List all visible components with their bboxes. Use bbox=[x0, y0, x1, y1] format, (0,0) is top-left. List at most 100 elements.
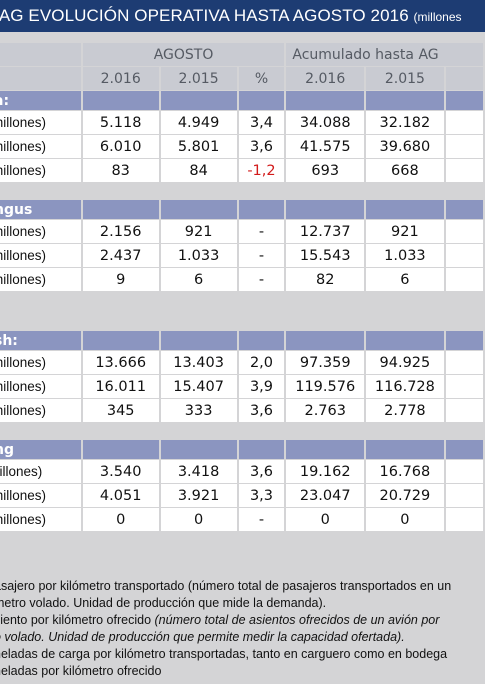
footnotes: asajero por kilómetro transportado (núme… bbox=[0, 578, 485, 680]
footnote-line: asajero por kilómetro transportado (núme… bbox=[0, 579, 452, 593]
cell-cut bbox=[445, 268, 483, 291]
header-year-row: 2.016 2.015 % 2.016 2.015 bbox=[0, 67, 483, 90]
table-row: millones) 83 84 -1,2 693 668 bbox=[0, 159, 483, 182]
table-row: millones) 2.437 1.033 - 15.543 1.033 bbox=[0, 244, 483, 267]
cell-cut bbox=[445, 484, 483, 507]
section-label: ng bbox=[0, 440, 81, 459]
col-header: % bbox=[238, 67, 285, 90]
row-label: millones) bbox=[0, 508, 81, 531]
section-row: ngus bbox=[0, 200, 483, 219]
cell: 12.737 bbox=[286, 220, 365, 243]
cell: 94.925 bbox=[366, 351, 444, 374]
header-blank bbox=[0, 67, 81, 90]
section-label: sh: bbox=[0, 331, 81, 350]
cell: 1.033 bbox=[160, 244, 237, 267]
cell: 6 bbox=[366, 268, 444, 291]
section-label: ngus bbox=[0, 200, 81, 219]
cell: 32.182 bbox=[366, 111, 444, 134]
cell: 15.407 bbox=[160, 375, 237, 398]
cell: 34.088 bbox=[286, 111, 365, 134]
col-header: 2.016 bbox=[82, 67, 159, 90]
title-suffix: (millones bbox=[413, 10, 462, 24]
cell: 84 bbox=[160, 159, 237, 182]
row-label: millones) bbox=[0, 159, 81, 182]
section-row: a: bbox=[0, 91, 483, 110]
cell-cut bbox=[445, 508, 483, 531]
col-header: 2.016 bbox=[286, 67, 365, 90]
cell: 5.118 bbox=[82, 111, 159, 134]
cell: 921 bbox=[366, 220, 444, 243]
row-label: millones) bbox=[0, 111, 81, 134]
cell: 39.680 bbox=[366, 135, 444, 158]
footnote-line: neladas por kilómetro ofrecido bbox=[0, 664, 162, 678]
cell: 3,9 bbox=[238, 375, 285, 398]
cell-cut bbox=[445, 244, 483, 267]
row-label: millones) bbox=[0, 268, 81, 291]
row-label: millones) bbox=[0, 135, 81, 158]
cell-cut bbox=[445, 375, 483, 398]
cell: 668 bbox=[366, 159, 444, 182]
cell: 2.437 bbox=[82, 244, 159, 267]
cell: 333 bbox=[160, 399, 237, 422]
row-label: millones) bbox=[0, 484, 81, 507]
row-label: millones) bbox=[0, 220, 81, 243]
cell: - bbox=[238, 220, 285, 243]
cell: 345 bbox=[82, 399, 159, 422]
header-blank bbox=[0, 43, 81, 66]
footnote-line: neladas de carga por kilómetro transport… bbox=[0, 647, 448, 661]
footnote-line: o volado. Unidad de producción que permi… bbox=[0, 630, 405, 644]
cell-cut bbox=[445, 220, 483, 243]
table-row: millones) 13.666 13.403 2,0 97.359 94.92… bbox=[0, 351, 483, 374]
cell: 83 bbox=[82, 159, 159, 182]
section-row: ng bbox=[0, 440, 483, 459]
col-header-cut bbox=[445, 67, 483, 90]
cell: 23.047 bbox=[286, 484, 365, 507]
table-row: millones) 9 6 - 82 6 bbox=[0, 268, 483, 291]
table-row: millones) 4.051 3.921 3,3 23.047 20.729 bbox=[0, 484, 483, 507]
table-title: IAG EVOLUCIÓN OPERATIVA HASTA AGOSTO 201… bbox=[0, 0, 485, 32]
header-agosto: AGOSTO bbox=[82, 43, 285, 66]
cell: 3.921 bbox=[160, 484, 237, 507]
row-label: millones) bbox=[0, 351, 81, 374]
cell: 13.666 bbox=[82, 351, 159, 374]
table-row: millones) 2.156 921 - 12.737 921 bbox=[0, 220, 483, 243]
cell: 0 bbox=[160, 508, 237, 531]
cell: 0 bbox=[82, 508, 159, 531]
cell: 2,0 bbox=[238, 351, 285, 374]
cell: - bbox=[238, 268, 285, 291]
cell: 3,4 bbox=[238, 111, 285, 134]
cell: 119.576 bbox=[286, 375, 365, 398]
cell-cut bbox=[445, 135, 483, 158]
cell: 5.801 bbox=[160, 135, 237, 158]
cell: 0 bbox=[366, 508, 444, 531]
row-label: millones) bbox=[0, 399, 81, 422]
col-header: 2.015 bbox=[160, 67, 237, 90]
footnote-line: metro volado. Unidad de producción que m… bbox=[0, 596, 327, 610]
cell: 116.728 bbox=[366, 375, 444, 398]
cell: 3,6 bbox=[238, 399, 285, 422]
cell: 921 bbox=[160, 220, 237, 243]
table-row: millones) 345 333 3,6 2.763 2.778 bbox=[0, 399, 483, 422]
row-label: nillones) bbox=[0, 460, 81, 483]
cell: 20.729 bbox=[366, 484, 444, 507]
cell: 0 bbox=[286, 508, 365, 531]
cell: 3,6 bbox=[238, 460, 285, 483]
row-label: millones) bbox=[0, 244, 81, 267]
cell: 4.949 bbox=[160, 111, 237, 134]
row-label: millones) bbox=[0, 375, 81, 398]
cell: 41.575 bbox=[286, 135, 365, 158]
cell: 3,3 bbox=[238, 484, 285, 507]
cell-negative: -1,2 bbox=[238, 159, 285, 182]
cell: 19.162 bbox=[286, 460, 365, 483]
table-row: millones) 6.010 5.801 3,6 41.575 39.680 bbox=[0, 135, 483, 158]
cell-cut bbox=[445, 159, 483, 182]
cell: 6.010 bbox=[82, 135, 159, 158]
cell: 3,6 bbox=[238, 135, 285, 158]
cell: 9 bbox=[82, 268, 159, 291]
table-row: nillones) 3.540 3.418 3,6 19.162 16.768 bbox=[0, 460, 483, 483]
title-main: IAG EVOLUCIÓN OPERATIVA HASTA AGOSTO 201… bbox=[0, 6, 409, 25]
section-label: a: bbox=[0, 91, 81, 110]
footnote-line: siento por kilómetro ofrecido (número to… bbox=[0, 613, 440, 627]
cell: 16.011 bbox=[82, 375, 159, 398]
operations-table: AGOSTO Acumulado hasta AG 2.016 2.015 % … bbox=[0, 42, 485, 532]
